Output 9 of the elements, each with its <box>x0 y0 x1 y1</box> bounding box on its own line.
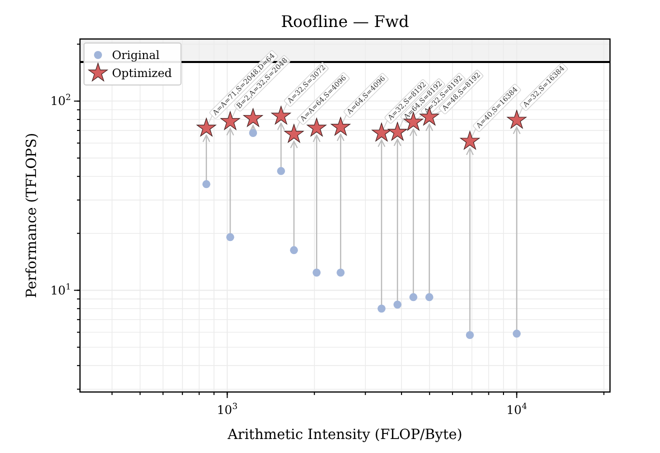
x-tick-label: 10$^{4}$ <box>506 401 528 417</box>
y-axis-title: Performance (TFLOPS) <box>24 132 40 298</box>
x-axis-title: Arithmetic Intensity (FLOP/Byte) <box>226 427 462 443</box>
legend-label: Original <box>112 48 160 62</box>
legend-label: Optimized <box>112 66 173 80</box>
y-tick-label: 10$^{1}$ <box>50 281 71 298</box>
chart-title: Roofline — Fwd <box>280 12 410 31</box>
y-tick-label: 10$^{2}$ <box>50 92 71 108</box>
x-tick-label: 10$^{3}$ <box>216 401 238 417</box>
